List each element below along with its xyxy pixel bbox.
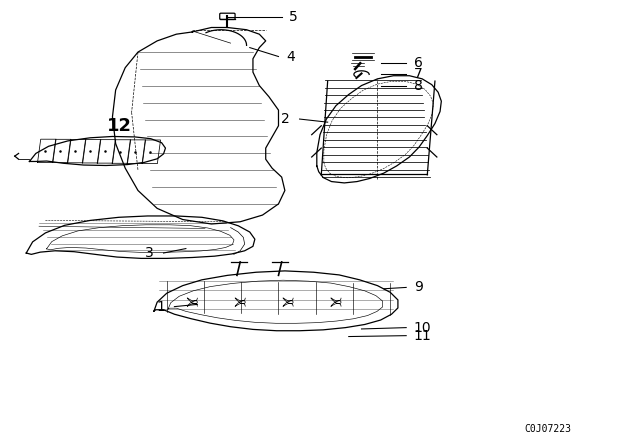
- Text: 5: 5: [289, 10, 298, 24]
- Text: 10: 10: [414, 321, 431, 335]
- Text: 4: 4: [286, 50, 295, 64]
- Text: 9: 9: [414, 280, 423, 294]
- Text: 1: 1: [156, 300, 165, 314]
- Text: 8: 8: [414, 79, 423, 94]
- Text: 2: 2: [281, 112, 290, 126]
- Text: 3: 3: [145, 246, 154, 260]
- FancyBboxPatch shape: [220, 13, 235, 19]
- Text: 12: 12: [108, 117, 132, 135]
- Text: 7: 7: [414, 67, 422, 82]
- Text: C0J07223: C0J07223: [524, 424, 572, 434]
- Text: 11: 11: [414, 329, 431, 343]
- Text: 6: 6: [414, 56, 423, 70]
